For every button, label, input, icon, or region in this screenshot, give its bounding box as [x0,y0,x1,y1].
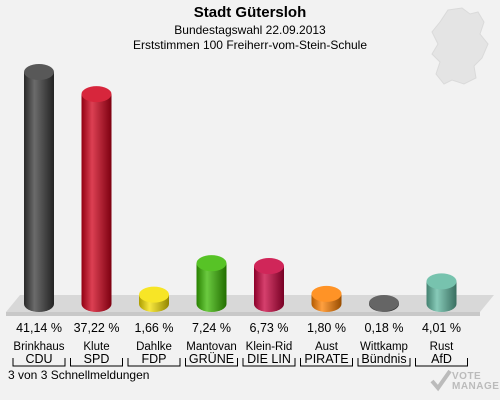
party-bracket [415,358,468,367]
chart-subtitle: Bundestagswahl 22.09.2013 [174,23,326,37]
value-label: 0,18 % [365,321,404,335]
checkmark-icon [430,369,452,392]
bar-die lin [254,258,284,312]
party-label: DIE LIN [247,352,291,366]
bar-pirate [311,285,342,312]
value-label: 1,80 % [307,321,346,335]
candidate-label: Klute [83,341,109,353]
chart-title: Stadt Gütersloh [193,4,307,21]
value-label: 6,73 % [250,321,289,335]
bar-bündnis [369,294,399,312]
party-bracket [127,358,181,367]
candidate-label: Klein-Rid [246,341,293,353]
party-label: PIRATE [304,352,348,366]
bar-grüne [196,255,227,312]
brand-line-1: VOTE [452,371,482,382]
bar-cdu [24,64,54,312]
bar-afd [426,273,457,312]
candidate-label: Brinkhaus [13,341,64,353]
value-label: 4,01 % [422,321,461,335]
candidate-label: Aust [315,341,339,353]
value-label: 41,14 % [16,321,62,335]
germany-map-icon [431,7,489,85]
party-bracket [185,358,238,367]
candidate-label: Rust [430,341,454,353]
party-bracket [70,358,123,367]
brand-line-2: MANAGER [452,381,500,392]
party-bracket [242,358,296,367]
party-bracket [12,358,66,367]
party-label: CDU [25,352,52,366]
candidate-label: Dahlke [136,341,172,353]
chart-subtitle-2: Erststimmen 100 Freiherr-vom-Stein-Schul… [132,38,368,52]
candidate-label: Mantovan [186,341,237,353]
party-bracket [300,358,353,367]
party-label: Bündnis [361,352,406,366]
candidate-label: Wittkamp [360,341,408,353]
footer-text: 3 von 3 Schnellmeldungen [8,368,150,382]
party-label: FDP [142,352,167,366]
chart-floor [6,295,494,316]
bars-group [24,64,457,312]
party-bracket [357,358,411,367]
value-label: 1,66 % [135,321,174,335]
bar-fdp [139,286,169,312]
value-label: 37,22 % [74,321,120,335]
party-label: AfD [431,352,452,366]
party-label: SPD [84,352,110,366]
bar-spd [81,86,112,312]
value-label: 7,24 % [192,321,231,335]
vote-manager-logo: VOTE MANAGER [430,368,500,396]
party-label: GRÜNE [189,352,234,366]
